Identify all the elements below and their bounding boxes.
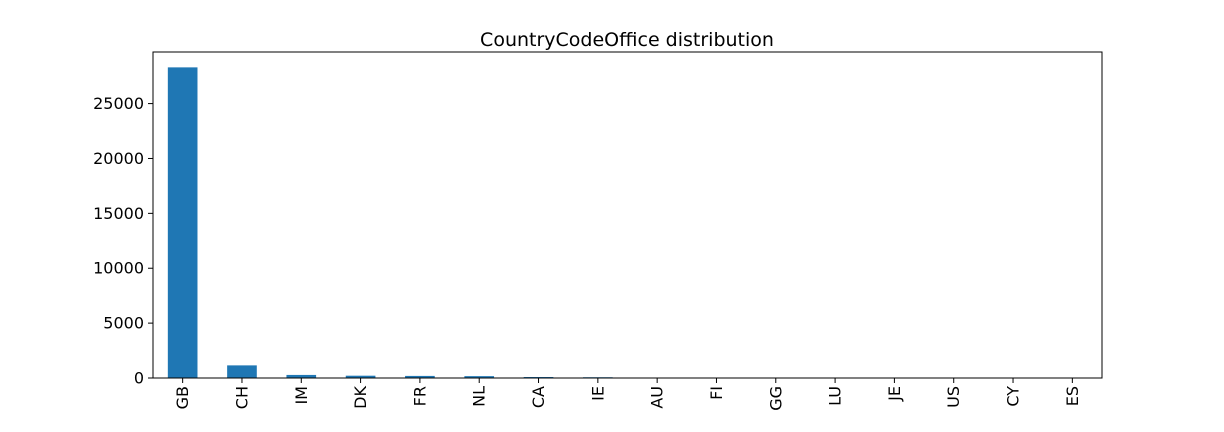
y-tick-label: 10000	[93, 259, 144, 278]
x-tick-label: NL	[470, 386, 489, 407]
x-tick-label: DK	[351, 385, 370, 408]
y-tick-label: 15000	[93, 204, 144, 223]
plot-frame	[152, 51, 1103, 379]
x-tick-label: CY	[1004, 386, 1023, 407]
x-tick-label: US	[944, 386, 963, 408]
chart-title: CountryCodeOffice distribution	[480, 29, 774, 51]
x-tick-label: FR	[410, 386, 429, 406]
y-tick-label: 20000	[93, 149, 144, 168]
x-axis: GB CH IM DK FR NL CA IE AU FI GG LU JE US CY ES	[173, 378, 1082, 411]
x-tick-label: CA	[529, 386, 548, 408]
bar-dk	[345, 375, 376, 378]
x-tick-label: GG	[766, 386, 785, 411]
x-tick-label: GB	[173, 386, 192, 409]
x-tick-label: ES	[1063, 386, 1082, 406]
x-tick-label: IM	[292, 386, 311, 405]
y-tick-label: 5000	[103, 314, 144, 333]
bar-gb	[167, 67, 198, 378]
y-tick-label: 25000	[93, 94, 144, 113]
bar-fr	[405, 375, 435, 378]
bars-group	[167, 67, 1088, 378]
x-tick-label: AU	[648, 386, 667, 409]
x-tick-label: JE	[885, 386, 904, 402]
bar-nl	[464, 376, 495, 378]
x-tick-label: IE	[588, 386, 607, 401]
x-tick-label: FI	[707, 386, 726, 400]
bar-im	[286, 374, 317, 378]
y-tick-label: 0	[134, 369, 144, 388]
x-tick-label: CH	[232, 386, 251, 409]
bar-ch	[227, 365, 257, 378]
x-tick-label: LU	[826, 386, 845, 406]
y-axis: 0 5000 10000 15000 20000 25000	[93, 94, 153, 388]
